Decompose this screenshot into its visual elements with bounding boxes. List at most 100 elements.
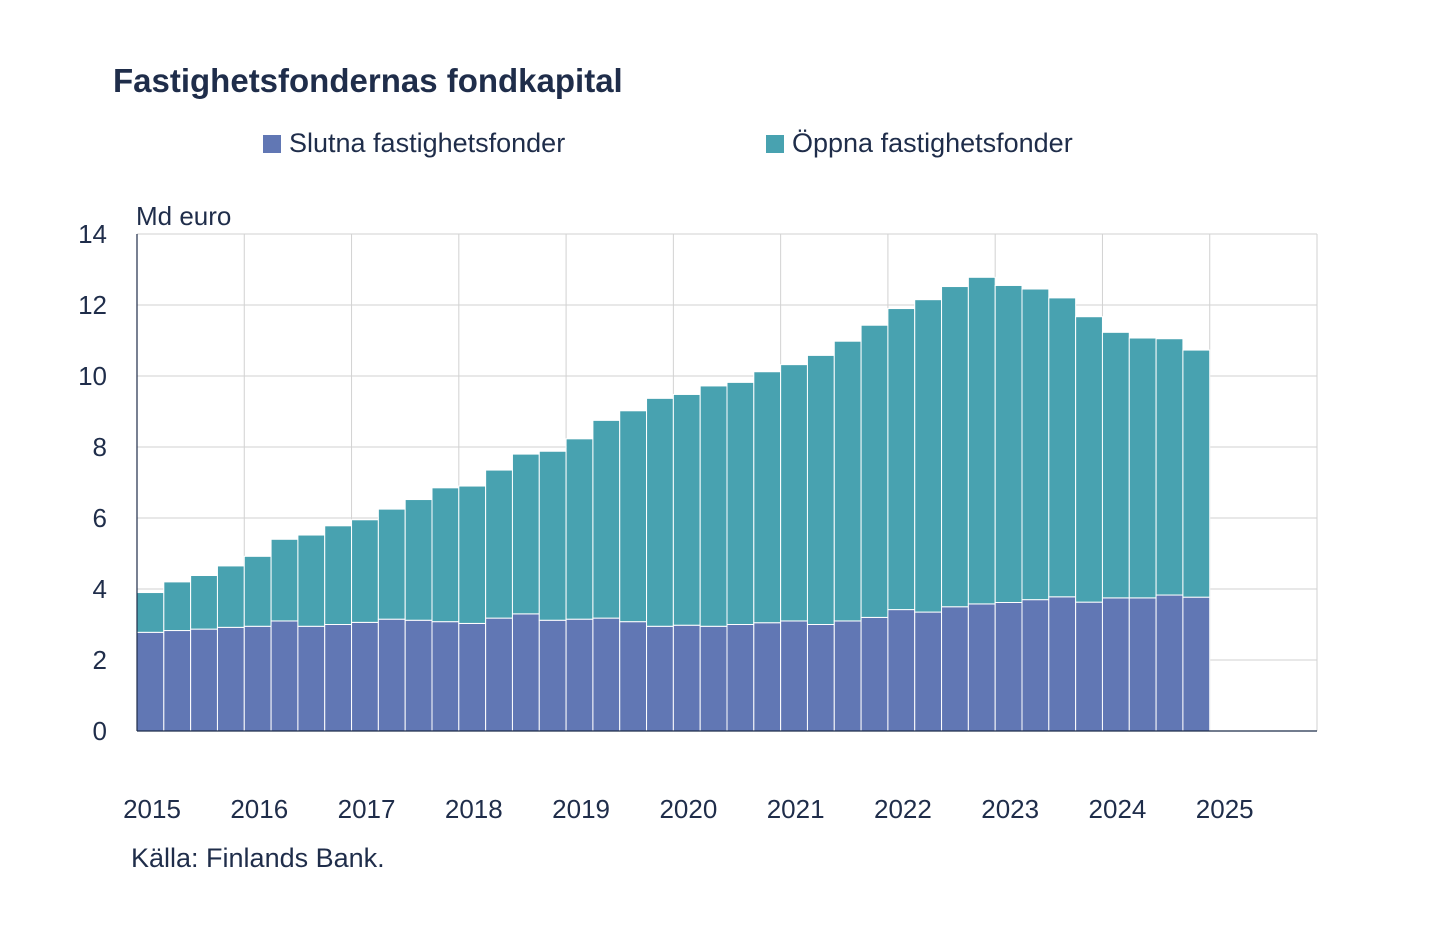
bar-oppna	[351, 519, 379, 623]
legend-label-slutna: Slutna fastighetsfonder	[289, 128, 566, 158]
bar-oppna	[967, 276, 996, 605]
legend-label-oppna: Öppna fastighetsfonder	[792, 128, 1073, 158]
legend-item-oppna: Öppna fastighetsfonder	[766, 128, 1073, 159]
x-tick-label: 2017	[338, 794, 396, 824]
bar-oppna	[1128, 337, 1157, 599]
x-tick-label: 2022	[874, 794, 932, 824]
bar-oppna	[699, 385, 728, 627]
x-tick-label: 2021	[767, 794, 825, 824]
bar-slutna	[860, 616, 889, 732]
bar-slutna	[699, 625, 728, 732]
bar-oppna	[753, 371, 782, 624]
bar-oppna	[1075, 316, 1103, 603]
bar-slutna	[190, 628, 218, 732]
bar-slutna	[163, 630, 192, 732]
x-tick-label: 2023	[981, 794, 1039, 824]
x-tick-label: 2020	[659, 794, 717, 824]
x-tick-label: 2019	[552, 794, 610, 824]
bar-slutna	[324, 624, 353, 732]
bar-slutna	[351, 621, 379, 732]
bar-slutna	[458, 622, 487, 732]
bar-oppna	[485, 469, 513, 619]
legend-item-slutna: Slutna fastighetsfonder	[263, 128, 565, 159]
bar-oppna	[1048, 297, 1077, 598]
bar-oppna	[163, 581, 192, 632]
bar-slutna	[941, 606, 969, 732]
bar-oppna	[243, 555, 272, 627]
bar-oppna	[1101, 331, 1130, 599]
bar-slutna	[646, 625, 674, 732]
bar-oppna	[806, 354, 835, 625]
bar-slutna	[485, 617, 513, 732]
bar-slutna	[1048, 596, 1077, 732]
bar-oppna	[377, 508, 406, 620]
y-tick-label: 12	[78, 290, 107, 320]
bar-oppna	[1182, 349, 1211, 598]
bar-slutna	[1128, 597, 1157, 732]
bar-oppna	[860, 324, 889, 618]
y-axis-unit-label: Md euro	[136, 201, 231, 231]
bar-slutna	[136, 631, 165, 732]
bar-slutna	[592, 617, 621, 732]
bar-slutna	[806, 624, 835, 732]
bar-slutna	[216, 626, 245, 732]
bar-oppna	[297, 534, 326, 627]
chart-title: Fastighetsfondernas fondkapital	[113, 62, 623, 99]
bar-slutna	[1021, 599, 1050, 732]
legend-swatch-slutna	[263, 134, 281, 153]
bar-oppna	[270, 538, 299, 622]
legend-swatch-oppna	[766, 134, 784, 153]
bar-oppna	[592, 419, 621, 619]
bar-oppna	[565, 438, 594, 620]
bar-oppna	[833, 340, 862, 622]
bar-slutna	[511, 613, 540, 732]
bar-oppna	[726, 381, 755, 626]
axes: 0 2 4 6 8 10 12 14 2015 2016 2017 2018 2019 2020 2021 2…	[78, 219, 1317, 824]
bar-oppna	[136, 592, 165, 633]
bar-oppna	[1155, 338, 1184, 596]
y-tick-label: 8	[93, 432, 107, 462]
bar-slutna	[833, 620, 862, 732]
source-note: Källa: Finlands Bank.	[131, 843, 385, 873]
bar-slutna	[887, 609, 916, 732]
x-tick-label: 2025	[1196, 794, 1254, 824]
bar-oppna	[404, 499, 433, 621]
bar-oppna	[672, 393, 701, 626]
bar-slutna	[377, 618, 406, 732]
y-tick-label: 4	[93, 574, 107, 604]
y-tick-label: 0	[93, 716, 107, 746]
bar-slutna	[297, 625, 326, 732]
bar-slutna	[619, 621, 648, 732]
bar-slutna	[967, 603, 996, 732]
bar-slutna	[753, 622, 782, 732]
bars	[136, 276, 1211, 732]
bar-oppna	[190, 575, 218, 630]
bar-oppna	[431, 487, 460, 623]
bar-oppna	[780, 364, 808, 622]
bar-oppna	[994, 284, 1023, 603]
bar-slutna	[270, 620, 299, 732]
bar-slutna	[1101, 597, 1130, 732]
bar-oppna	[511, 453, 540, 615]
bar-oppna	[216, 565, 245, 628]
x-tick-label: 2016	[230, 794, 288, 824]
bar-slutna	[243, 625, 272, 732]
x-tick-label: 2015	[123, 794, 181, 824]
bar-oppna	[538, 450, 567, 621]
bar-slutna	[726, 624, 755, 732]
bar-oppna	[458, 485, 487, 624]
bar-slutna	[994, 601, 1023, 732]
bar-oppna	[646, 397, 674, 627]
bar-oppna	[914, 299, 943, 613]
x-tick-label: 2018	[445, 794, 503, 824]
bar-slutna	[538, 619, 567, 732]
bar-oppna	[619, 410, 648, 623]
bar-oppna	[324, 525, 353, 625]
bar-oppna	[941, 286, 969, 608]
bar-oppna	[1021, 288, 1050, 601]
bar-slutna	[1155, 594, 1184, 732]
bar-slutna	[672, 624, 701, 732]
y-tick-label: 6	[93, 503, 107, 533]
bar-slutna	[1075, 601, 1103, 732]
